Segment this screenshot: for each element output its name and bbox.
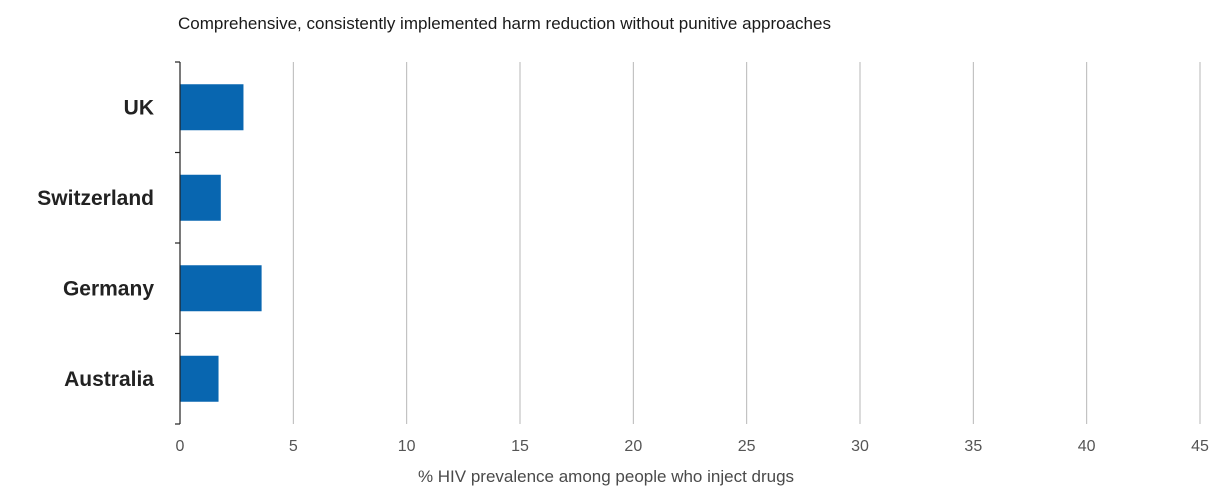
x-tick-labels: 0 5 10 15 20 25 30 35 40 45 <box>176 438 1209 455</box>
x-tick-label: 40 <box>1078 438 1096 455</box>
bar-uk <box>180 84 244 131</box>
x-tick-label: 25 <box>738 438 756 455</box>
x-tick-label: 20 <box>624 438 642 455</box>
x-tick-label: 15 <box>511 438 529 455</box>
category-label-switzerland: Switzerland <box>37 187 154 210</box>
y-axis <box>175 61 181 425</box>
x-tick-label: 35 <box>964 438 982 455</box>
bar-germany <box>180 265 262 312</box>
x-axis-label: % HIV prevalence among people who inject… <box>417 467 795 486</box>
bars <box>180 84 262 402</box>
category-labels: UK Switzerland Germany Australia <box>37 96 154 391</box>
category-label-germany: Germany <box>63 277 154 300</box>
x-tick-label: 45 <box>1191 438 1209 455</box>
x-tick-label: 10 <box>398 438 416 455</box>
x-tick-label: 5 <box>289 438 298 455</box>
x-tick-label: 30 <box>851 438 869 455</box>
chart-title: Comprehensive, consistently implemented … <box>178 14 831 33</box>
gridlines <box>292 62 1201 424</box>
x-tick-label: 0 <box>176 438 185 455</box>
category-label-uk: UK <box>124 96 154 119</box>
bar-australia <box>180 355 219 402</box>
bar-switzerland <box>180 174 221 221</box>
category-label-australia: Australia <box>64 368 154 391</box>
